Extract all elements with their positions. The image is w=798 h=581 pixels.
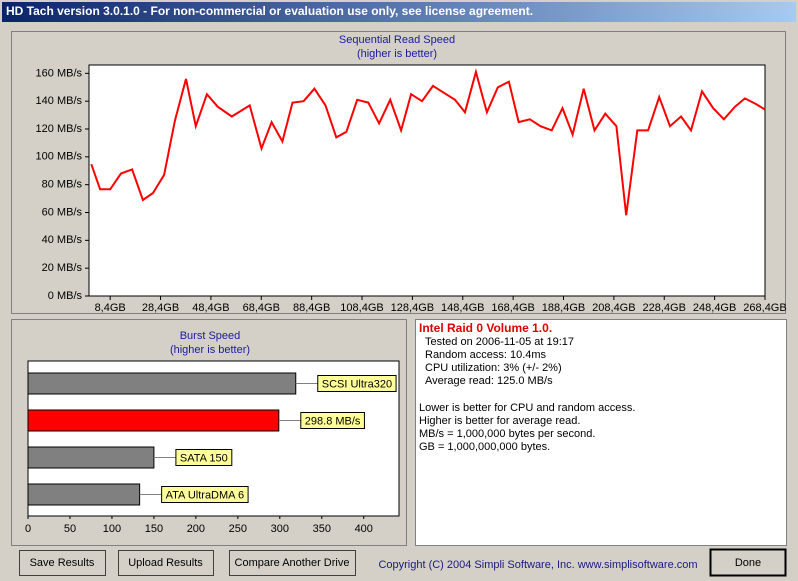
burst-bar [27, 372, 297, 395]
burst-bar [27, 446, 155, 469]
x-tick-label: 128,4GB [391, 302, 434, 314]
y-tick-label: 120 MB/s [36, 123, 83, 135]
bar-label: SATA 150 [180, 452, 228, 464]
x-tick-label: 228,4GB [643, 302, 686, 314]
y-tick-label: 0 MB/s [48, 290, 83, 302]
read-speed-line [90, 68, 766, 216]
button[interactable] [118, 550, 214, 576]
x-tick-label: 200 [187, 523, 205, 535]
x-tick-label: 208,4GB [592, 302, 635, 314]
burst-bar [27, 483, 141, 506]
button[interactable] [229, 550, 356, 576]
x-tick-label: 248,4GB [693, 302, 736, 314]
y-tick-label: 20 MB/s [42, 262, 83, 274]
y-tick-label: 160 MB/s [36, 67, 83, 79]
x-tick-label: 188,4GB [542, 302, 585, 314]
done-button-frame[interactable] [709, 548, 787, 577]
burst-bar [27, 409, 280, 432]
x-tick-label: 28,4GB [142, 302, 179, 314]
chart-title: Sequential Read Speed [339, 34, 455, 46]
info-line: Random access: 10.4ms [425, 349, 547, 361]
x-tick-label: 250 [229, 523, 247, 535]
button-label[interactable]: Upload Results [128, 557, 203, 569]
y-tick-label: 60 MB/s [42, 206, 83, 218]
x-tick-label: 168,4GB [491, 302, 534, 314]
x-tick-label: 100 [103, 523, 121, 535]
button-bar: Save Results Upload Results Compare Anothe… [19, 550, 356, 576]
x-tick-label: 108,4GB [340, 302, 383, 314]
info-line: CPU utilization: 3% (+/- 2%) [425, 362, 562, 374]
info-note: MB/s = 1,000,000 bytes per second. [419, 428, 595, 440]
x-tick-label: 400 [355, 523, 373, 535]
info-note: Lower is better for CPU and random acces… [419, 402, 635, 414]
x-tick-label: 268,4GB [743, 302, 786, 314]
bar-label-box [175, 449, 233, 466]
x-tick-label: 68,4GB [243, 302, 280, 314]
done-button-label[interactable]: Done [735, 557, 761, 569]
plot-area [88, 64, 766, 297]
button[interactable] [19, 550, 106, 576]
bar-label-box [300, 412, 365, 429]
info-note: GB = 1,000,000,000 bytes. [419, 441, 550, 453]
x-tick-label: 48,4GB [192, 302, 229, 314]
button-label[interactable]: Compare Another Drive [235, 557, 350, 569]
chart-title: Burst Speed [180, 330, 241, 342]
y-tick-label: 40 MB/s [42, 234, 83, 246]
bar-label: SCSI Ultra320 [322, 378, 392, 390]
info-line: Tested on 2006-11-05 at 19:17 [425, 336, 574, 348]
x-tick-label: 88,4GB [293, 302, 330, 314]
info-panel [415, 319, 787, 546]
x-tick-label: 300 [271, 523, 289, 535]
x-tick-label: 50 [64, 523, 76, 535]
title-bar [2, 2, 796, 22]
info-note: Higher is better for average read. [419, 415, 580, 427]
x-tick-label: 0 [25, 523, 31, 535]
copyright: Copyright (C) 2004 Simpli Software, Inc.… [378, 559, 697, 571]
chart-subtitle: (higher is better) [170, 344, 250, 356]
y-tick-label: 100 MB/s [36, 151, 83, 163]
bar-label-box [317, 375, 397, 392]
bar-label: ATA UltraDMA 6 [166, 489, 244, 501]
info-line: Average read: 125.0 MB/s [425, 375, 553, 387]
drive-name: Intel Raid 0 Volume 1.0. [419, 321, 552, 335]
window-title: HD Tach version 3.0.1.0 - For non-commer… [6, 4, 533, 18]
x-tick-label: 350 [313, 523, 331, 535]
chart-subtitle: (higher is better) [357, 48, 437, 60]
x-tick-label: 150 [145, 523, 163, 535]
bar-label-box [161, 486, 249, 503]
y-tick-label: 140 MB/s [36, 95, 83, 107]
x-tick-label: 148,4GB [441, 302, 484, 314]
button-label[interactable]: Save Results [30, 557, 95, 569]
done-button[interactable]: Done [709, 548, 787, 577]
y-tick-label: 80 MB/s [42, 179, 83, 191]
x-tick-label: 8,4GB [95, 302, 126, 314]
bar-label: 298.8 MB/s [305, 415, 361, 427]
